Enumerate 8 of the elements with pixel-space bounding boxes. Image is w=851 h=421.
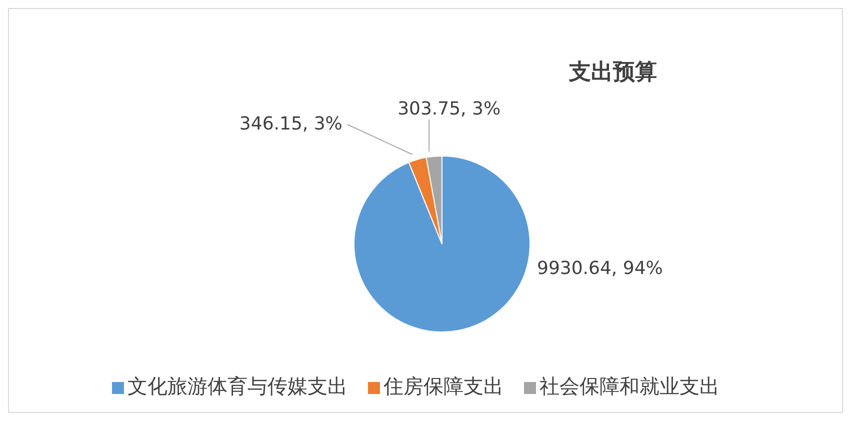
pie-slice <box>354 156 530 332</box>
data-label: 346.15, 3% <box>239 113 342 134</box>
legend-label: 文化旅游体育与传媒支出 <box>128 374 348 398</box>
data-label: 9930.64, 94% <box>537 258 663 279</box>
chart-title: 支出预算 <box>569 59 657 87</box>
legend-label: 社会保障和就业支出 <box>540 374 720 398</box>
data-label: 303.75, 3% <box>398 98 501 120</box>
legend-label: 住房保障支出 <box>384 374 504 398</box>
